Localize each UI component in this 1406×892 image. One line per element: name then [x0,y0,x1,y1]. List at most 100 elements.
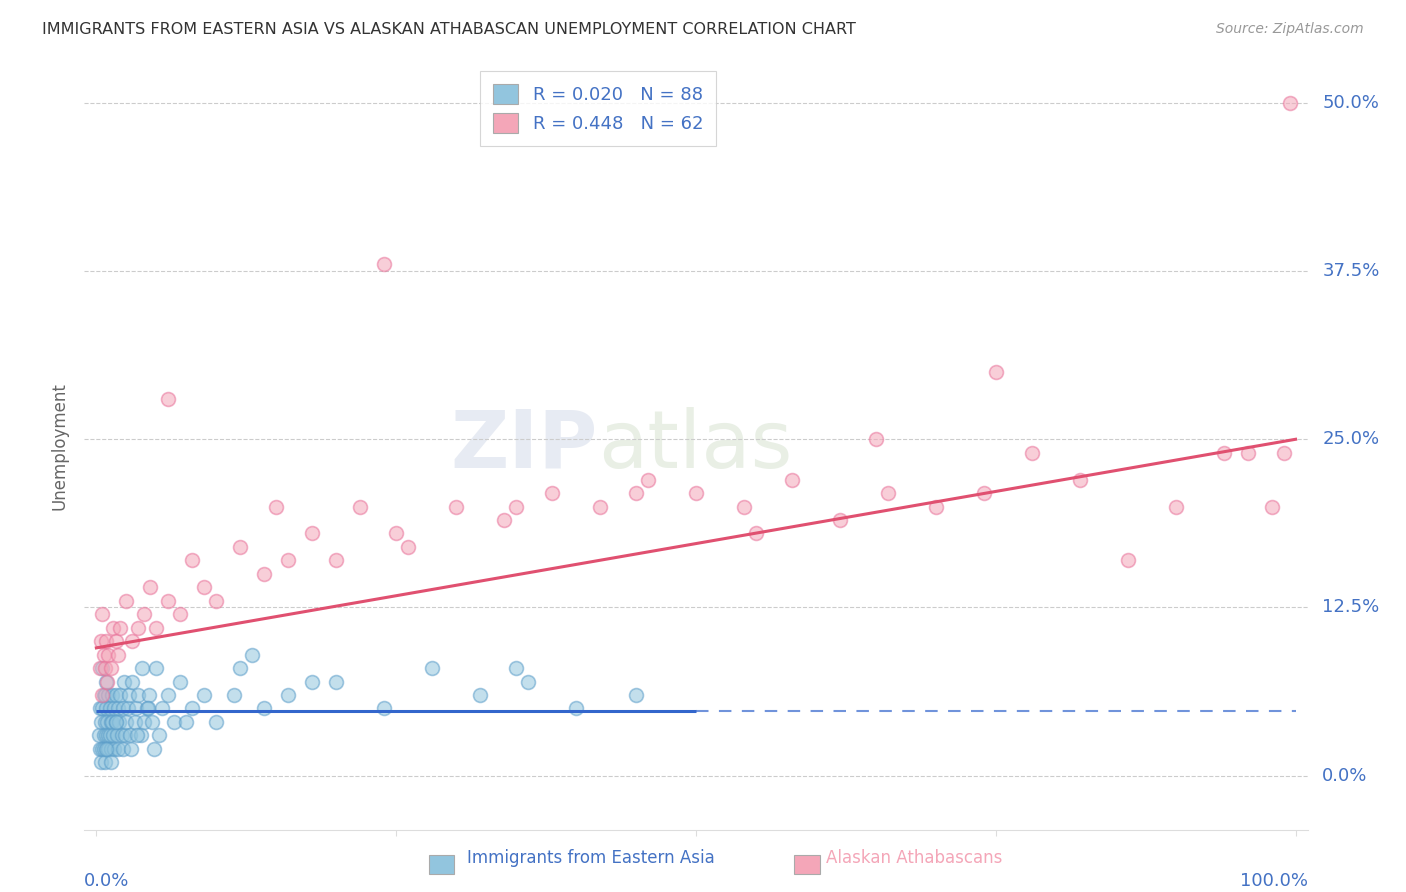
Point [115,594,138,608]
Point [93,688,115,702]
Point [169,674,191,689]
Point [124,714,146,729]
Point [349,500,371,514]
Point [229,661,252,675]
Point [181,553,204,567]
Point [135,701,157,715]
Point [89,741,111,756]
Point [100,741,122,756]
Point [865,432,887,446]
Point [224,688,246,702]
Point [120,741,142,756]
Point [127,728,149,742]
Point [105,728,128,742]
Point [240,648,263,662]
Point [110,688,132,702]
Point [1212,446,1234,460]
Point [91,661,114,675]
Point [110,621,132,635]
Point [89,701,111,715]
Point [104,634,127,648]
Point [96,714,118,729]
Point [91,741,114,756]
Point [1164,500,1187,514]
Point [444,500,467,514]
Point [90,756,112,770]
Point [91,701,114,715]
Point [98,701,121,715]
Point [139,580,162,594]
Point [1021,446,1043,460]
Point [277,688,299,702]
Point [100,661,122,675]
Point [973,486,995,500]
Text: 12.5%: 12.5% [1322,599,1379,616]
Point [103,701,125,715]
Point [134,714,156,729]
Point [157,688,180,702]
Point [193,580,215,594]
Point [129,728,152,742]
Text: 25.0%: 25.0% [1322,430,1379,449]
Point [111,741,134,756]
Point [97,688,120,702]
Point [93,648,115,662]
Point [91,688,114,702]
Point [117,701,139,715]
Point [163,714,186,729]
Point [101,728,124,742]
Point [468,688,491,702]
Point [94,741,117,756]
Point [505,500,527,514]
Point [148,728,170,742]
Point [97,728,120,742]
Point [420,661,443,675]
Text: Alaskan Athabascans: Alaskan Athabascans [825,849,1002,867]
Text: ZIP: ZIP [451,407,598,485]
Point [685,486,707,500]
Point [96,741,118,756]
Point [108,714,131,729]
Point [1272,446,1295,460]
Point [94,701,117,715]
Point [101,688,124,702]
Text: Source: ZipAtlas.com: Source: ZipAtlas.com [1216,22,1364,37]
Point [93,741,115,756]
Point [114,728,136,742]
Point [121,674,143,689]
Text: atlas: atlas [598,407,793,485]
Point [780,473,803,487]
Point [118,688,141,702]
Point [96,674,118,689]
Point [103,741,125,756]
Point [565,701,588,715]
Point [107,648,129,662]
Point [325,674,347,689]
Point [90,714,112,729]
Point [205,714,228,729]
Point [1236,446,1258,460]
Point [264,500,287,514]
Point [93,756,117,770]
Point [101,621,124,635]
Point [110,728,132,742]
Text: 37.5%: 37.5% [1322,262,1379,280]
Point [229,540,252,554]
Point [97,648,120,662]
Point [157,594,180,608]
Point [111,701,134,715]
Point [100,714,122,729]
Point [94,728,117,742]
Point [145,661,167,675]
Y-axis label: Unemployment: Unemployment [51,382,69,510]
Point [277,553,299,567]
Point [169,607,191,622]
Point [112,674,135,689]
Point [193,688,215,702]
Point [93,661,117,675]
Point [101,714,124,729]
Point [505,661,527,675]
Point [745,526,768,541]
Point [876,486,898,500]
Point [87,728,110,742]
